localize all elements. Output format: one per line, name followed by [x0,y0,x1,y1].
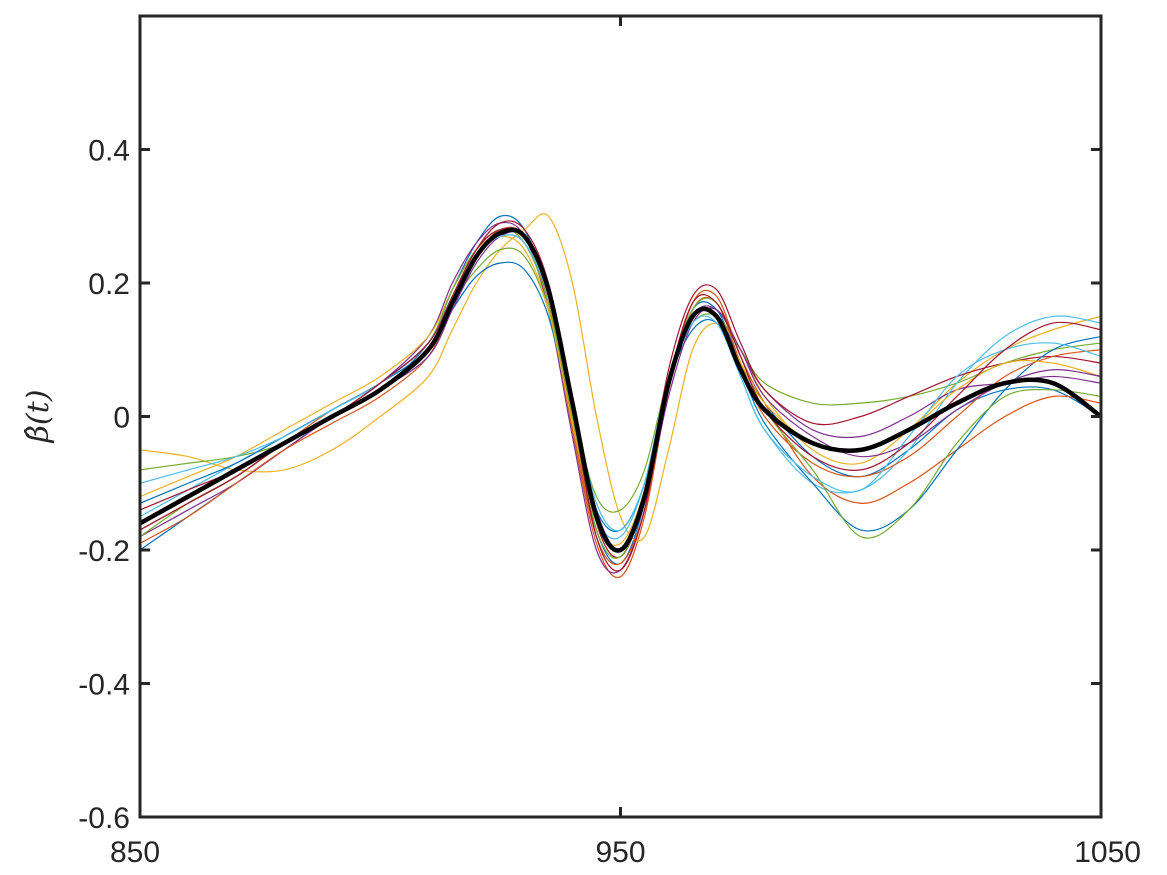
series-line-9 [140,226,1101,566]
mean-layer [140,227,1101,553]
y-axis-label: β̂(t) [21,390,56,444]
x-tick-label: 950 [595,836,645,869]
y-tick-label: -0.2 [78,535,130,568]
y-axis-label-text: β̂(t) [21,390,56,444]
mean-series-line [140,227,1101,553]
y-tick-label: 0 [113,402,130,435]
y-tick-label: -0.4 [78,669,130,702]
series-line-14 [140,227,1101,572]
series-line-3 [140,213,1101,542]
x-tick-label: 1050 [1074,836,1141,869]
y-tick-label: 0.2 [88,268,130,301]
axes: 850 950 1050 -0.6 -0.4 -0.2 0 0.2 0.4 [78,14,1141,869]
series-line-13 [140,234,1101,532]
y-tick-label: -0.6 [78,802,130,835]
y-tick-label: 0.4 [88,135,130,168]
x-tick-label: 850 [110,836,160,869]
